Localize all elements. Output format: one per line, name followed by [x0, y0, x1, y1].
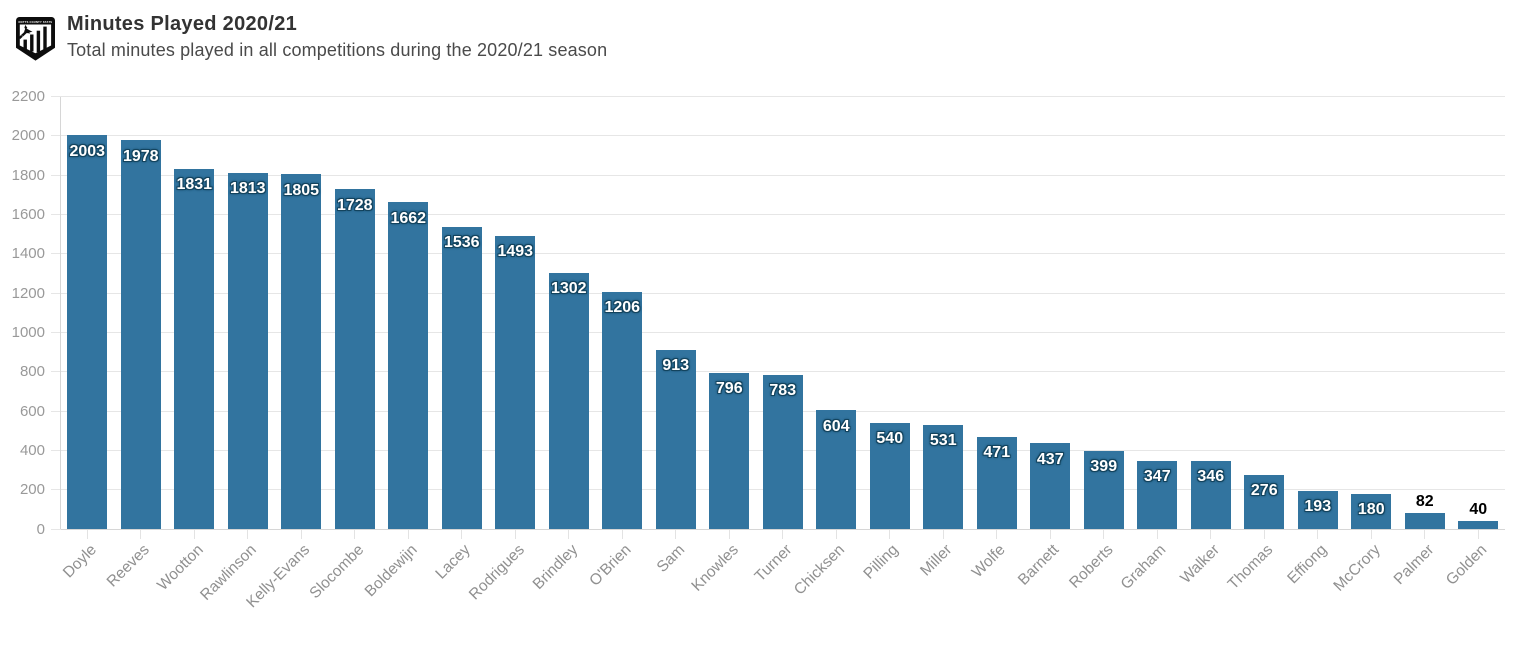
svg-text:NOTTS COUNTY STATS: NOTTS COUNTY STATS: [19, 20, 53, 24]
